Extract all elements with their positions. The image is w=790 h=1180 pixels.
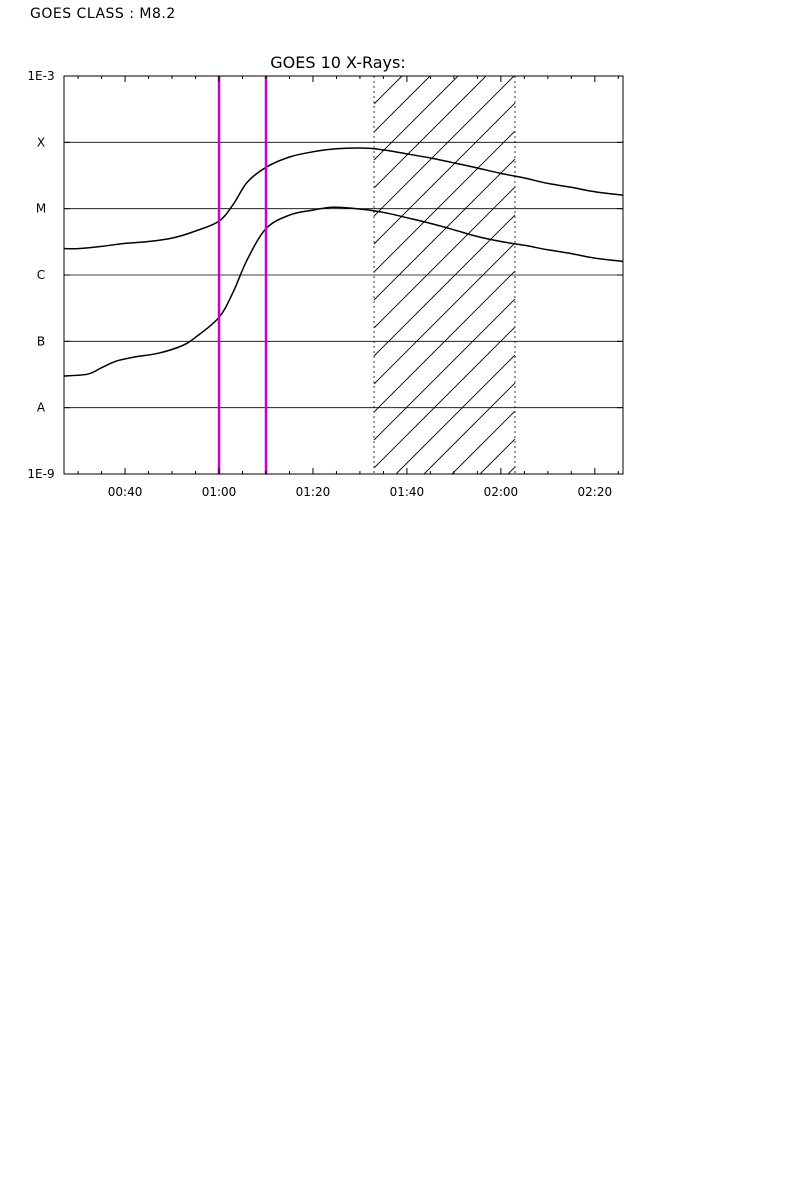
hatch-stroke bbox=[373, 76, 431, 133]
marker-layer bbox=[217, 76, 268, 474]
series-layer bbox=[64, 147, 623, 377]
hatch-stroke bbox=[373, 186, 516, 329]
x-tick-label: 02:20 bbox=[578, 485, 613, 499]
hatch-stroke bbox=[373, 76, 515, 217]
hatch-stroke bbox=[373, 76, 403, 105]
x-tick-label: 02:00 bbox=[484, 485, 519, 499]
hatch-stroke bbox=[395, 354, 516, 474]
x-tick-label: 01:00 bbox=[202, 485, 237, 499]
chart-title: GOES 10 X-Rays: bbox=[270, 53, 406, 72]
hatch-lines bbox=[373, 76, 516, 474]
hatch-stroke bbox=[373, 76, 487, 189]
hatch-stroke bbox=[373, 214, 516, 357]
series-line-short-channel bbox=[64, 206, 623, 377]
y-tick-label: A bbox=[37, 401, 46, 415]
hatch-stroke bbox=[373, 158, 516, 301]
hatch-stroke bbox=[451, 410, 516, 474]
hatch-stroke bbox=[507, 466, 516, 474]
hatch-stroke bbox=[373, 102, 516, 245]
hatch-stroke bbox=[373, 298, 516, 441]
y-tick-label: M bbox=[36, 202, 46, 216]
hatch-stroke bbox=[373, 76, 459, 161]
hatch-stroke bbox=[373, 326, 516, 469]
y-tick-label: 1E-3 bbox=[27, 69, 54, 83]
y-tick-label: C bbox=[37, 268, 45, 282]
y-tick-label: B bbox=[37, 334, 45, 348]
goes-class-label: GOES CLASS : M8.2 bbox=[30, 6, 176, 22]
grid-lines bbox=[64, 141, 623, 409]
series-line-long-channel bbox=[64, 147, 623, 250]
hatch-stroke bbox=[423, 382, 516, 474]
x-tick-label: 01:40 bbox=[390, 485, 425, 499]
y-tick-label: X bbox=[37, 135, 45, 149]
x-tick-label: 00:40 bbox=[108, 485, 143, 499]
y-axis: 1E-9 A B C M X 1E-3 bbox=[27, 69, 623, 481]
x-tick-label: 01:20 bbox=[296, 485, 331, 499]
x-axis: 00:40 01:00 01:20 01:40 02:00 02:20 bbox=[77, 76, 619, 499]
y-tick-label: 1E-9 bbox=[27, 467, 54, 481]
hatch-stroke bbox=[373, 130, 516, 273]
hatch-stroke bbox=[373, 242, 516, 385]
hatch-stroke bbox=[479, 438, 516, 474]
